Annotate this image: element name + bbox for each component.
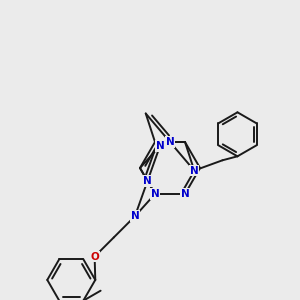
Text: N: N [156, 141, 164, 151]
Text: N: N [130, 211, 139, 221]
Text: N: N [151, 189, 159, 199]
Text: O: O [90, 252, 99, 262]
Text: N: N [143, 176, 152, 186]
Text: N: N [181, 189, 189, 199]
Text: N: N [190, 166, 199, 176]
Text: N: N [166, 137, 174, 147]
